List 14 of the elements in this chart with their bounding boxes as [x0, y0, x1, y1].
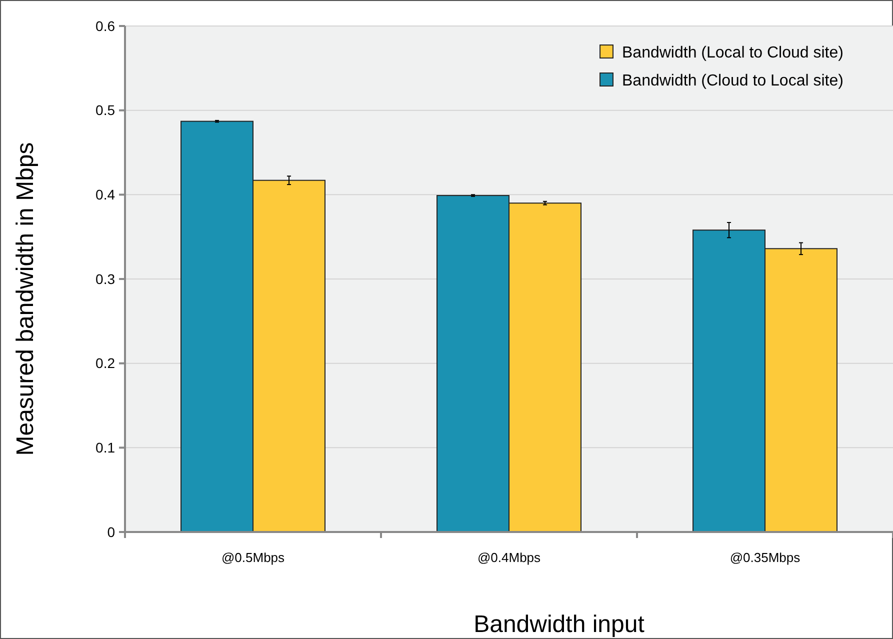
legend-label: Bandwidth (Cloud to Local site)	[622, 72, 844, 90]
y-tick-label: 0.2	[96, 355, 116, 372]
legend-label: Bandwidth (Local to Cloud site)	[622, 44, 844, 62]
y-axis-title: Measured bandwidth in Mbps	[12, 142, 39, 456]
y-tick-label: 0.1	[96, 440, 116, 456]
y-tick-label: 0.6	[96, 18, 116, 34]
y-tick-label: 0	[107, 524, 116, 540]
y-tick-label: 0.5	[96, 102, 116, 118]
x-tick-label: @0.4Mbps	[477, 550, 542, 565]
y-tick-label: 0.3	[96, 270, 116, 287]
x-tick-label: @0.35Mbps	[730, 550, 801, 565]
x-tick-label: @0.5Mbps	[221, 550, 286, 565]
y-tick-label: 0.4	[96, 186, 116, 203]
x-axis-title: Bandwidth input	[474, 611, 645, 638]
